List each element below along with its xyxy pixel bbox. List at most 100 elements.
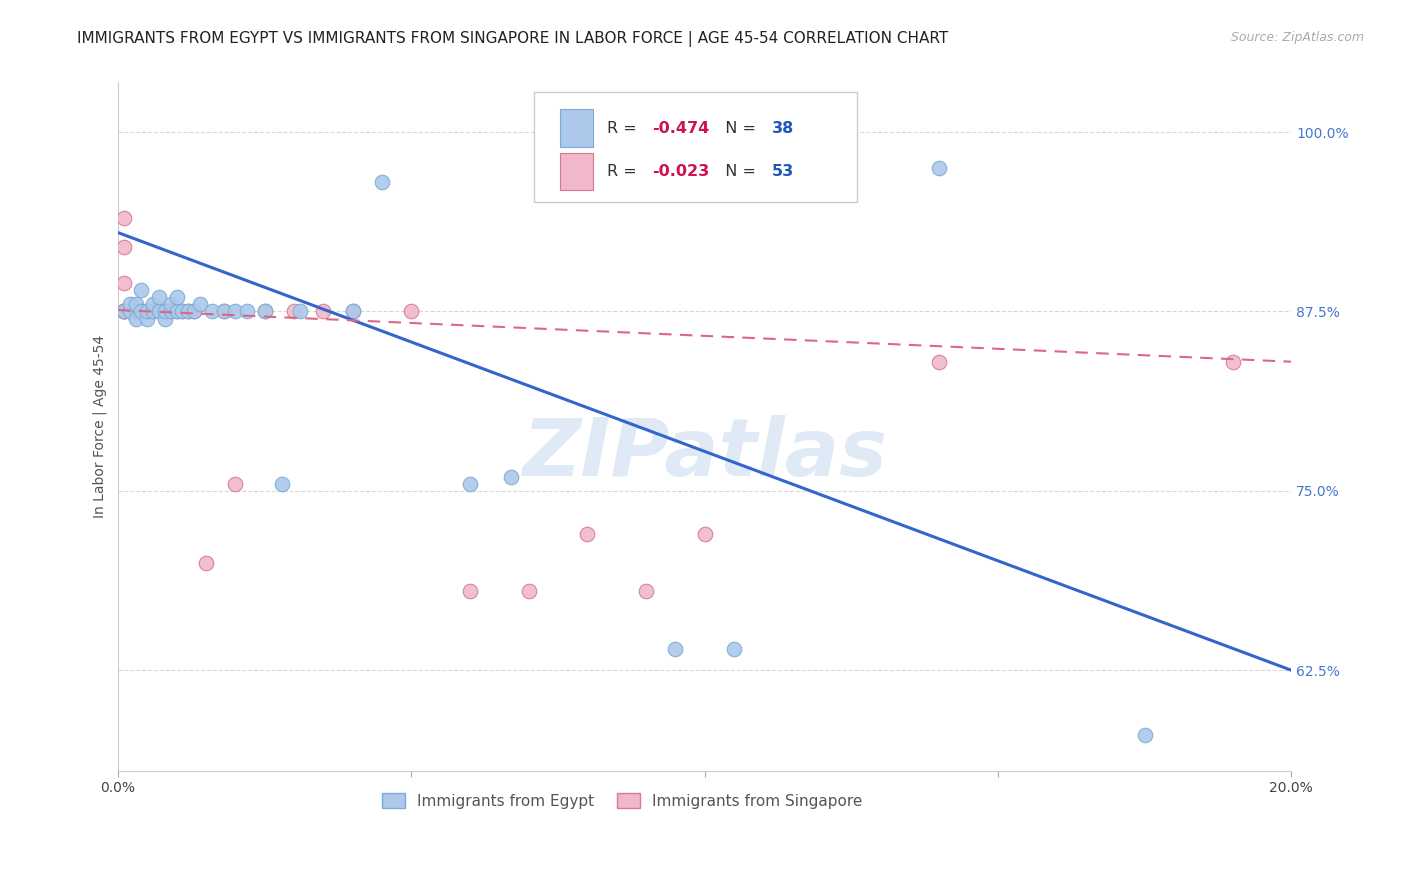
Text: 53: 53	[772, 164, 794, 179]
Point	[148, 304, 170, 318]
Point	[288, 304, 311, 318]
Point	[458, 584, 481, 599]
Text: ZIPatlas: ZIPatlas	[522, 415, 887, 493]
Point	[118, 297, 141, 311]
Text: Source: ZipAtlas.com: Source: ZipAtlas.com	[1230, 31, 1364, 45]
Point	[112, 304, 135, 318]
Point	[517, 584, 540, 599]
Point	[283, 304, 305, 318]
Point	[401, 304, 423, 318]
Point	[112, 276, 135, 290]
Point	[118, 304, 141, 318]
Point	[928, 161, 950, 175]
Y-axis label: In Labor Force | Age 45-54: In Labor Force | Age 45-54	[93, 334, 107, 518]
Point	[136, 311, 159, 326]
Point	[664, 641, 686, 656]
Point	[371, 175, 394, 189]
Point	[124, 304, 146, 318]
Point	[118, 304, 141, 318]
Point	[142, 304, 165, 318]
Point	[253, 304, 276, 318]
Point	[693, 527, 716, 541]
Point	[148, 304, 170, 318]
Point	[136, 304, 159, 318]
Point	[131, 304, 153, 318]
Point	[172, 304, 194, 318]
Point	[342, 304, 364, 318]
Point	[224, 476, 246, 491]
Point	[166, 290, 188, 304]
Point	[112, 304, 135, 318]
Text: 38: 38	[772, 120, 794, 136]
Point	[131, 304, 153, 318]
Point	[177, 304, 200, 318]
Point	[118, 304, 141, 318]
Point	[124, 304, 146, 318]
Point	[166, 304, 188, 318]
Point	[153, 311, 176, 326]
Point	[118, 304, 141, 318]
Point	[723, 641, 745, 656]
Point	[131, 304, 153, 318]
Point	[124, 304, 146, 318]
Point	[194, 556, 217, 570]
Point	[136, 304, 159, 318]
Point	[124, 304, 146, 318]
Point	[124, 304, 146, 318]
Point	[312, 304, 335, 318]
Point	[634, 584, 657, 599]
Point	[148, 304, 170, 318]
Point	[131, 304, 153, 318]
Point	[159, 297, 181, 311]
Text: -0.474: -0.474	[652, 120, 709, 136]
Point	[112, 304, 135, 318]
Point	[159, 304, 181, 318]
Point	[576, 527, 599, 541]
FancyBboxPatch shape	[561, 153, 593, 190]
Point	[499, 469, 522, 483]
Point	[124, 297, 146, 311]
Point	[118, 304, 141, 318]
Point	[177, 304, 200, 318]
Point	[928, 355, 950, 369]
Point	[166, 304, 188, 318]
Point	[142, 304, 165, 318]
Point	[183, 304, 205, 318]
Point	[112, 211, 135, 226]
Point	[112, 304, 135, 318]
Point	[112, 240, 135, 254]
Text: -0.023: -0.023	[652, 164, 709, 179]
Point	[142, 304, 165, 318]
Point	[342, 304, 364, 318]
Point	[183, 304, 205, 318]
Point	[159, 304, 181, 318]
Point	[131, 304, 153, 318]
Point	[271, 476, 294, 491]
Point	[1133, 728, 1156, 742]
Text: R =: R =	[607, 164, 643, 179]
Point	[212, 304, 235, 318]
Point	[201, 304, 224, 318]
Point	[136, 304, 159, 318]
Text: N =: N =	[716, 120, 761, 136]
Point	[172, 304, 194, 318]
Point	[188, 297, 211, 311]
Point	[118, 304, 141, 318]
Point	[124, 304, 146, 318]
Point	[153, 304, 176, 318]
Point	[124, 311, 146, 326]
Text: R =: R =	[607, 120, 643, 136]
Point	[118, 304, 141, 318]
Point	[458, 476, 481, 491]
Point	[212, 304, 235, 318]
Point	[224, 304, 246, 318]
Point	[112, 304, 135, 318]
Point	[148, 290, 170, 304]
Point	[118, 304, 141, 318]
Text: N =: N =	[716, 164, 761, 179]
FancyBboxPatch shape	[534, 92, 858, 202]
Point	[236, 304, 259, 318]
Text: IMMIGRANTS FROM EGYPT VS IMMIGRANTS FROM SINGAPORE IN LABOR FORCE | AGE 45-54 CO: IMMIGRANTS FROM EGYPT VS IMMIGRANTS FROM…	[77, 31, 949, 47]
Legend: Immigrants from Egypt, Immigrants from Singapore: Immigrants from Egypt, Immigrants from S…	[375, 787, 869, 814]
Point	[153, 304, 176, 318]
